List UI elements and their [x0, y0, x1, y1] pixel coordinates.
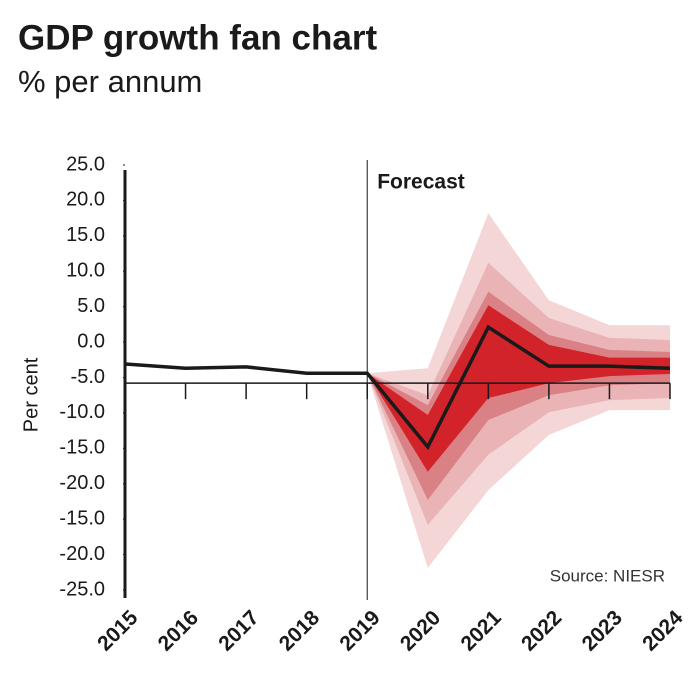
- forecast-label: Forecast: [377, 171, 465, 194]
- y-tick-label: -20.0: [59, 543, 105, 565]
- y-tick-label: -25.0: [59, 578, 105, 600]
- y-tick-label: -15.0: [59, 507, 105, 529]
- y-tick-label: -10.0: [59, 401, 105, 423]
- x-tick-label: 2022: [517, 606, 566, 655]
- x-tick-label: 2019: [335, 606, 384, 655]
- x-tick-label: 2020: [396, 606, 445, 655]
- chart-subtitle: % per annum: [18, 64, 202, 99]
- x-tick-label: 2024: [638, 606, 688, 656]
- x-tick-label: 2021: [456, 606, 506, 656]
- y-tick-label: -20.0: [59, 472, 105, 494]
- y-tick-label: 10.0: [66, 260, 105, 282]
- line-series: [124, 324, 671, 451]
- source: Source: NIESR: [550, 566, 665, 585]
- y-tick-label: 25.0: [66, 153, 105, 175]
- x-tick-label: 2018: [275, 606, 325, 656]
- y-tick-label: -15.0: [59, 437, 105, 459]
- x-tick-label: 2015: [93, 606, 143, 656]
- y-tick-label: 20.0: [66, 189, 105, 211]
- y-axis-label: Per cent: [20, 357, 42, 432]
- chart-title: GDP growth fan chart: [18, 18, 377, 57]
- x-tick-label: 2017: [214, 606, 263, 655]
- x-tick-label: 2016: [154, 606, 203, 655]
- y-tick-label: 5.0: [77, 295, 105, 317]
- y-tick-label: -5.0: [71, 366, 105, 388]
- y-tick-label: 15.0: [66, 224, 105, 246]
- y-tick-label: 0.0: [77, 330, 105, 352]
- x-tick-label: 2023: [578, 606, 627, 655]
- fan-band: [367, 305, 670, 472]
